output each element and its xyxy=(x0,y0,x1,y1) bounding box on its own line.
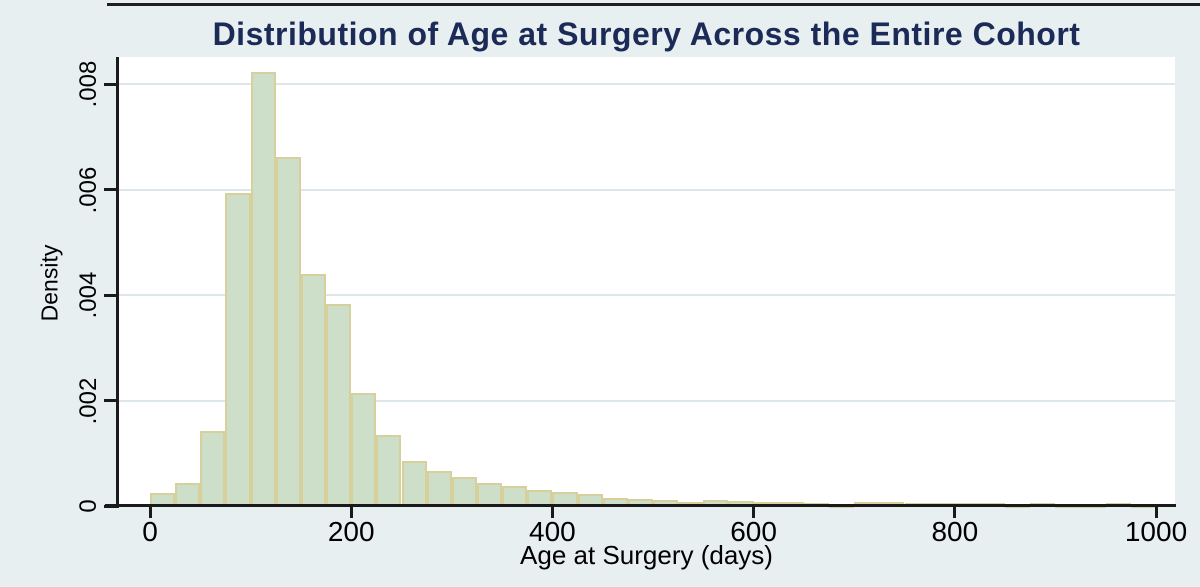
histogram-bar xyxy=(401,460,427,506)
histogram-bar xyxy=(200,431,226,506)
gridline-y xyxy=(119,294,1175,296)
y-tick xyxy=(104,293,116,297)
histogram-bar xyxy=(426,470,452,506)
x-tick-label-text: 600 xyxy=(730,516,777,547)
x-tick-label-text: 1000 xyxy=(1124,516,1188,547)
gridline-y xyxy=(119,399,1175,402)
y-axis-line xyxy=(116,57,119,508)
histogram-bar xyxy=(250,71,276,506)
histogram-bar xyxy=(476,483,503,506)
histogram-bar xyxy=(300,273,327,506)
histogram-bar xyxy=(351,392,377,506)
y-tick-label-text: .004 xyxy=(75,271,102,319)
y-tick xyxy=(104,82,116,86)
x-tick xyxy=(953,507,957,518)
histogram-bar xyxy=(275,156,301,506)
histogram-bar xyxy=(451,476,477,506)
x-axis-title: Age at Surgery (days) xyxy=(520,540,773,570)
x-tick xyxy=(1154,507,1158,518)
y-tick-label-text: .008 xyxy=(75,60,102,108)
x-tick xyxy=(550,507,554,518)
y-tick-label-text: .006 xyxy=(75,166,102,213)
y-tick xyxy=(104,399,116,402)
gridline-y xyxy=(119,83,1175,85)
y-tick-label-text: 0 xyxy=(75,499,102,513)
y-axis-title-text: Density xyxy=(36,244,63,322)
histogram-bar xyxy=(175,483,201,506)
x-tick xyxy=(148,507,152,518)
x-tick-label-text: 400 xyxy=(529,516,576,547)
y-tick xyxy=(104,188,116,191)
y-tick xyxy=(104,504,116,508)
histogram-bar xyxy=(326,303,352,506)
gridline-y xyxy=(119,188,1175,191)
x-axis-line xyxy=(105,504,1176,507)
x-tick-label-text: 800 xyxy=(931,516,979,547)
y-tick-label-text: .002 xyxy=(75,377,102,424)
chart-title: Distribution of Age at Surgery Across th… xyxy=(212,16,1081,52)
x-tick xyxy=(349,507,353,518)
histogram-bar xyxy=(376,435,402,506)
histogram-bar xyxy=(225,192,251,506)
x-tick-label-text: 0 xyxy=(142,516,158,547)
figure-top-border xyxy=(107,3,1200,6)
x-tick xyxy=(752,507,756,518)
x-tick-label-text: 200 xyxy=(327,516,375,547)
